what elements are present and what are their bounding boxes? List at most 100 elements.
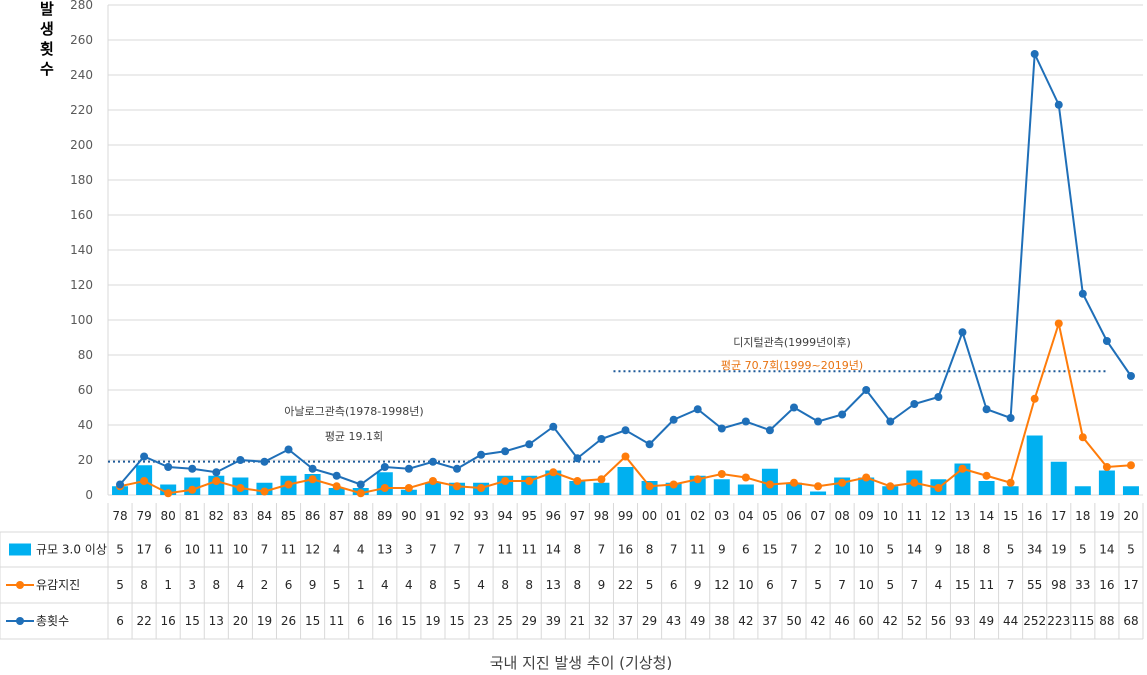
- series-point: [453, 482, 462, 491]
- table-cell: 7: [598, 543, 606, 557]
- series-point: [814, 482, 823, 491]
- table-cell: 10: [233, 543, 248, 557]
- table-cell: 8: [574, 543, 582, 557]
- table-cell: 9: [718, 543, 726, 557]
- y-tick-label: 60: [78, 383, 93, 397]
- table-cell: 18: [955, 543, 970, 557]
- table-cell: 3: [405, 543, 413, 557]
- x-tick-label: 19: [1099, 509, 1114, 523]
- series-point: [525, 440, 534, 449]
- table-cell: 50: [786, 614, 801, 628]
- table-cell: 4: [333, 543, 341, 557]
- series-point: [741, 473, 750, 482]
- table-cell: 2: [261, 578, 269, 592]
- x-tick-label: 90: [401, 509, 416, 523]
- series-point: [1030, 394, 1039, 403]
- x-axis-categories: 78 79 80 81 82 83 84 85 86 87 88 89 90 91 92 93 94 95 96 97…: [112, 509, 1138, 523]
- series-point: [380, 463, 389, 471]
- x-tick-label: 87: [329, 509, 344, 523]
- bar: [1026, 435, 1043, 495]
- x-tick-label: 04: [738, 509, 753, 523]
- table-cell: 42: [738, 614, 753, 628]
- series-point: [453, 464, 462, 473]
- x-tick-label: 18: [1075, 509, 1090, 523]
- series-point: [116, 480, 125, 489]
- grid-lines: [107, 4, 1143, 496]
- series-point: [1126, 372, 1135, 380]
- x-tick-label: 96: [546, 509, 561, 523]
- table-cell: 8: [212, 578, 220, 592]
- x-tick-label: 15: [1003, 509, 1018, 523]
- table-cell: 42: [810, 614, 825, 628]
- series-point: [958, 328, 967, 337]
- table-cell: 5: [453, 578, 461, 592]
- y-axis-label-char: 횟: [40, 40, 54, 58]
- table-cell: 29: [522, 614, 537, 628]
- y-tick-label: 220: [70, 103, 93, 117]
- table-cell: 55: [1027, 578, 1042, 592]
- table-cell: 5: [886, 543, 894, 557]
- table-cell: 98: [1051, 578, 1066, 592]
- y-tick-label: 40: [78, 418, 93, 432]
- y-tick-label: 180: [70, 173, 93, 187]
- line-series: [116, 50, 1135, 498]
- x-tick-label: 89: [377, 509, 392, 523]
- series-point: [910, 478, 919, 487]
- table-cell: 8: [983, 543, 991, 557]
- legend-bar-swatch: [9, 543, 31, 556]
- table-cell: 11: [329, 614, 344, 628]
- table-cell: 5: [1079, 543, 1087, 557]
- table-cell: 10: [738, 578, 753, 592]
- series-point: [765, 426, 774, 435]
- series-point: [741, 417, 750, 426]
- x-tick-label: 86: [305, 509, 320, 523]
- table-cell: 56: [931, 614, 946, 628]
- table-cell: 5: [333, 578, 341, 592]
- digital-average: 평균 70.7회(1999~2019년): [721, 359, 863, 372]
- series-point: [982, 405, 991, 414]
- bar: [737, 484, 754, 495]
- table-cell: 1: [357, 578, 365, 592]
- x-tick-label: 14: [979, 509, 994, 523]
- table-cell: 16: [161, 614, 176, 628]
- series-point: [164, 489, 173, 498]
- x-tick-label: 02: [690, 509, 705, 523]
- table-cell: 49: [690, 614, 705, 628]
- bar: [978, 481, 995, 495]
- table-cell: 10: [859, 578, 874, 592]
- bar: [424, 482, 441, 495]
- table-cell: 12: [305, 543, 320, 557]
- table-cell: 15: [449, 614, 464, 628]
- series-point: [140, 477, 149, 485]
- chart-title: 국내 지진 발생 추이 (기상청): [490, 654, 673, 672]
- series-point: [428, 457, 437, 466]
- table-cell: 10: [859, 543, 874, 557]
- series-point: [910, 400, 919, 408]
- series-line: [119, 50, 1132, 486]
- bar: [1122, 486, 1139, 495]
- table-cell: 7: [1007, 578, 1015, 592]
- bar: [569, 481, 586, 495]
- y-axis-label-char: 발: [40, 0, 54, 18]
- series-point: [645, 440, 654, 449]
- table-cell: 68: [1123, 614, 1138, 628]
- table-cell: 33: [1075, 578, 1090, 592]
- y-axis-label-char: 수: [40, 60, 54, 78]
- bar: [665, 482, 682, 495]
- table-cell: 9: [309, 578, 317, 592]
- table-cell: 7: [911, 578, 919, 592]
- table-cell: 8: [429, 578, 437, 592]
- table-cell: 37: [762, 614, 777, 628]
- series-point: [332, 482, 341, 491]
- table-cell: 6: [116, 614, 124, 628]
- table-cell: 39: [546, 614, 561, 628]
- series-point: [1030, 50, 1039, 58]
- table-cell: 46: [834, 614, 849, 628]
- table-cell: 5: [886, 578, 894, 592]
- x-tick-label: 11: [907, 509, 922, 523]
- y-tick-label: 120: [70, 278, 93, 292]
- bar: [400, 489, 417, 495]
- series-point: [669, 480, 678, 489]
- table-cell: 16: [377, 614, 392, 628]
